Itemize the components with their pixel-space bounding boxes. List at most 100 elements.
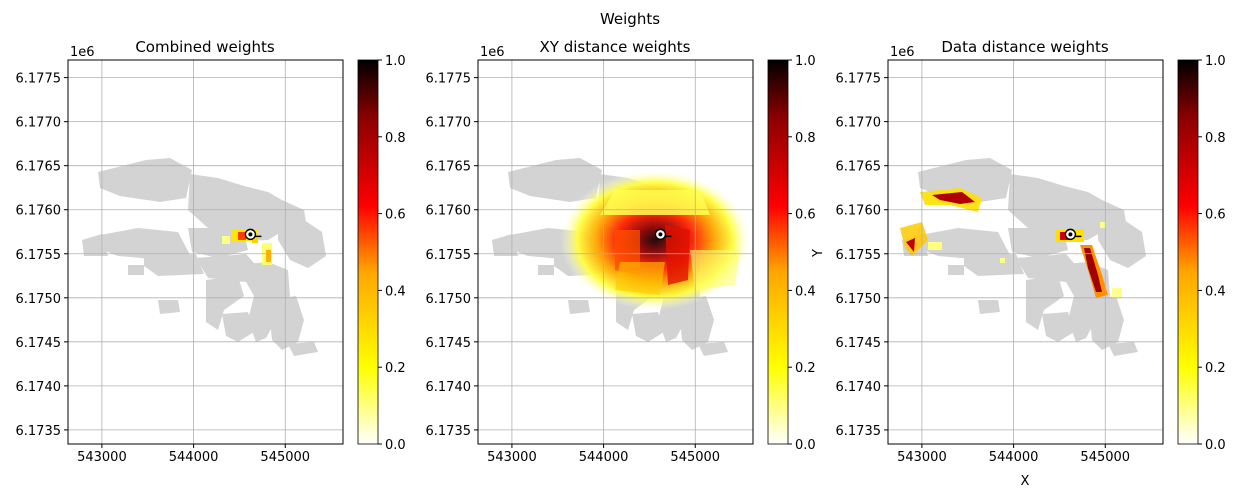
y-tick-label: 6.1765 [16,160,62,175]
y-tick-label: 6.1750 [836,292,882,307]
data-footprint [246,262,290,342]
colorbar: 0.0 0.2 0.4 0.6 0.8 1.0 [357,54,406,453]
colorbar-tick-label: 0.0 [385,438,406,453]
colorbar-tick-label: 1.0 [795,54,816,69]
axes: 543000 544000 545000 6.1735 6.1740 6.1745 6.17… [426,59,754,465]
query-point-marker [244,228,262,241]
data-footprint [568,300,590,314]
plot-area [82,158,326,356]
y-tick-label: 6.1735 [426,424,472,439]
colorbar-gradient [767,59,789,445]
panel-xy-distance-weights: XY distance weights 1e6 543000 544000 5450… [426,38,827,465]
y-tick-label: 6.1775 [16,72,62,87]
colorbar-tick-label: 0.8 [1205,131,1226,146]
colorbar-tick-label: 0.2 [1205,361,1226,376]
x-tick-label: 545000 [670,450,720,465]
colorbar-tick-label: 0.0 [795,438,816,453]
panel-title: XY distance weights [540,38,691,56]
axes: 543000 544000 545000 6.1735 6.1740 6.1745 6.17… [836,59,1164,465]
colorbar-tick-label: 0.4 [385,284,406,299]
data-footprint [98,228,190,260]
y-offset-label: 1e6 [480,45,505,60]
data-footprint [268,296,304,350]
panel-data-distance-weights: Data distance weights 1e6 543000 544000 54… [836,38,1226,489]
data-footprint [492,234,518,256]
x-tick-label: 545000 [260,450,310,465]
data-footprint [1042,312,1074,342]
query-point-marker [654,228,672,241]
data-footprint [288,342,318,356]
data-footprint [538,265,554,275]
query-point-marker [1064,228,1082,241]
data-footprint [278,220,326,268]
data-footprint [948,265,964,275]
axes-frame [477,59,754,445]
data-footprint [206,276,244,330]
colorbar-tick-label: 0.8 [795,131,816,146]
data-footprint [508,158,602,202]
panel-title: Combined weights [135,38,275,56]
axes-frame [67,59,344,445]
figure-suptitle: Weights [600,10,660,28]
colorbar-tick-label: 0.2 [385,361,406,376]
x-tick-label: 543000 [487,450,537,465]
data-footprint [1108,342,1138,356]
data-footprint [158,300,180,314]
y-offset-label: 1e6 [890,45,915,60]
y-tick-label: 6.1775 [426,72,472,87]
colorbar-tick-label: 0.6 [1205,208,1226,223]
y-tick-label: 6.1755 [836,248,882,263]
y-tick-label: 6.1755 [426,248,472,263]
y-axis-label: Y [811,249,826,258]
data-footprint [978,300,1000,314]
data-footprint [144,254,204,276]
data-footprint [1016,254,1080,282]
query-point-dot [1068,232,1073,237]
data-footprint [698,342,728,356]
colorbar-tick-label: 0.2 [795,361,816,376]
colorbar-tick-label: 0.0 [1205,438,1226,453]
y-tick-label: 6.1760 [16,204,62,219]
data-footprint [213,210,288,242]
y-tick-label: 6.1735 [16,424,62,439]
colorbar-tick-label: 1.0 [1205,54,1226,69]
weight-overlay [900,188,1122,298]
y-tick-label: 6.1750 [16,292,62,307]
data-footprint [1098,220,1146,268]
y-tick-label: 6.1765 [426,160,472,175]
y-tick-label: 6.1740 [426,380,472,395]
y-tick-label: 6.1745 [16,336,62,351]
y-tick-label: 6.1770 [836,116,882,131]
data-footprint [196,254,260,282]
data-footprint [1026,276,1064,330]
colorbar-tick-label: 0.6 [795,208,816,223]
y-tick-label: 6.1745 [836,336,882,351]
x-tick-label: 545000 [1080,450,1130,465]
x-tick-label: 544000 [169,450,219,465]
y-tick-label: 6.1765 [836,160,882,175]
y-tick-label: 6.1745 [426,336,472,351]
data-footprint [82,234,108,256]
panel-title: Data distance weights [941,38,1108,56]
data-footprint [918,228,1010,260]
y-tick-label: 6.1740 [836,380,882,395]
query-point-dot [658,232,663,237]
axes-frame [887,59,1164,445]
colorbar-tick-label: 0.6 [385,208,406,223]
y-tick-label: 6.1760 [836,204,882,219]
x-tick-label: 544000 [989,450,1039,465]
data-footprint [964,254,1024,276]
colorbar-gradient [357,59,379,445]
colorbar: 0.0 0.2 0.4 0.6 0.8 1.0 [1177,54,1226,453]
y-tick-label: 6.1775 [836,72,882,87]
weight-overlay [560,170,750,310]
query-point-dot [248,232,253,237]
colorbar-tick-label: 0.4 [795,284,816,299]
colorbar: 0.0 0.2 0.4 0.6 0.8 1.0 [767,54,816,453]
data-footprint [128,265,144,275]
colorbar-tick-label: 0.4 [1205,284,1226,299]
colorbar-tick-label: 1.0 [385,54,406,69]
y-tick-label: 6.1735 [836,424,882,439]
data-footprint [678,296,714,350]
